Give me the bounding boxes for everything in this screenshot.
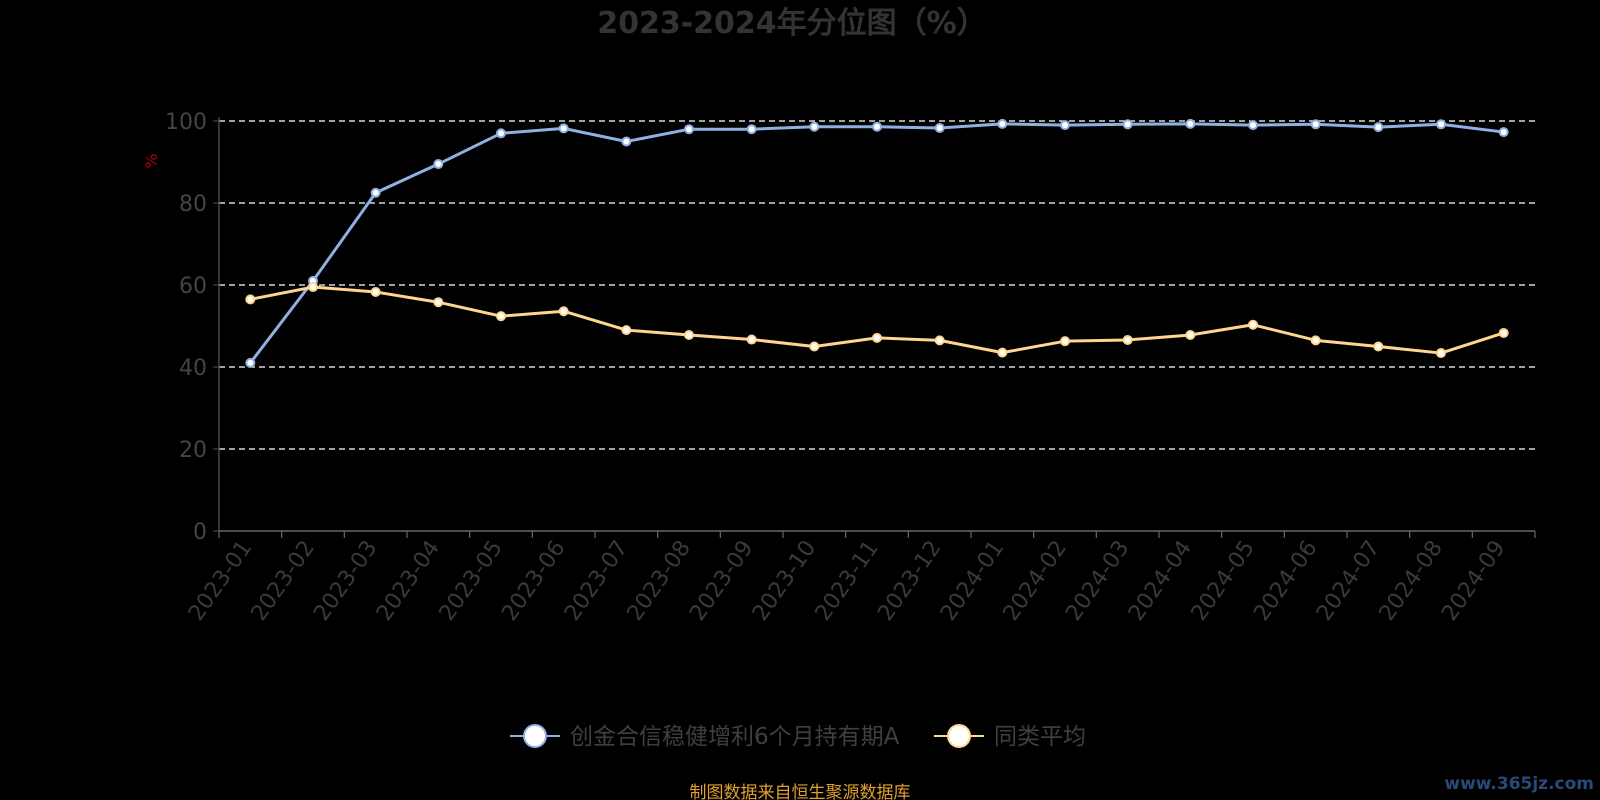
- y-tick-label: 80: [179, 192, 207, 217]
- data-point: [684, 124, 694, 135]
- data-point: [433, 297, 444, 308]
- y-tick-label: 40: [179, 356, 207, 381]
- data-point: [1122, 334, 1133, 345]
- x-tick-label: 2024-04: [1124, 536, 1197, 626]
- legend-item-1[interactable]: 同类平均: [934, 724, 1086, 750]
- data-point: [746, 124, 757, 135]
- y-tick-label: 100: [165, 110, 207, 135]
- x-tick-label: 2023-07: [560, 536, 633, 626]
- data-point: [997, 347, 1008, 358]
- data-point: [308, 282, 318, 293]
- data-point: [934, 335, 945, 346]
- data-point: [558, 123, 569, 134]
- y-tick-label: 0: [193, 520, 207, 545]
- y-axis-label: %: [142, 153, 161, 168]
- data-point: [809, 341, 820, 352]
- data-point: [621, 325, 632, 336]
- data-point: [1498, 327, 1509, 338]
- data-point: [1248, 120, 1258, 131]
- chart-title: 2023-2024年分位图（%）: [597, 6, 987, 41]
- legend-swatch-marker: [523, 724, 547, 748]
- data-point: [1436, 119, 1446, 130]
- data-point: [684, 330, 694, 341]
- data-point: [1436, 348, 1446, 359]
- y-tick-labels: 0 20 40 60 80 100: [165, 110, 207, 545]
- legend: 创金合信稳健增利6个月持有期A 同类平均: [510, 724, 1086, 750]
- data-point: [496, 311, 506, 322]
- data-point: [1373, 122, 1384, 133]
- data-point: [245, 294, 256, 305]
- data-point: [370, 286, 381, 297]
- x-tick-label: 2024-09: [1437, 536, 1510, 626]
- data-point: [245, 357, 256, 368]
- data-point: [1498, 127, 1509, 138]
- data-point: [1185, 118, 1196, 129]
- data-point: [558, 306, 569, 317]
- data-point: [1310, 335, 1321, 346]
- data-point: [433, 159, 444, 170]
- legend-swatch-marker: [947, 724, 971, 748]
- x-tick-label: 2023-04: [372, 536, 445, 626]
- data-point: [1122, 119, 1133, 130]
- legend-label: 创金合信稳健增利6个月持有期A: [570, 724, 900, 750]
- data-point: [1060, 336, 1070, 347]
- data-point: [746, 334, 757, 345]
- data-point: [1185, 330, 1196, 341]
- x-tick-labels: 2023-012023-022023-032023-042023-052023-…: [184, 536, 1511, 626]
- x-tick-label: 2024-01: [936, 536, 1009, 626]
- data-point: [1248, 319, 1258, 330]
- data-point: [1373, 341, 1384, 352]
- y-tick-label: 60: [179, 274, 207, 299]
- x-tick-label: 2024-07: [1312, 536, 1385, 626]
- data-point: [872, 332, 882, 343]
- y-tick-label: 20: [179, 438, 207, 463]
- legend-item-0[interactable]: 创金合信稳健增利6个月持有期A: [510, 724, 900, 750]
- data-point: [934, 122, 945, 133]
- series-lines: [245, 118, 1509, 368]
- data-point: [496, 128, 506, 139]
- x-tick-label: 2023-01: [184, 536, 257, 626]
- axes: [213, 117, 1536, 538]
- data-point: [872, 121, 882, 132]
- data-point: [1060, 120, 1070, 131]
- data-point: [997, 118, 1008, 129]
- legend-label: 同类平均: [994, 724, 1086, 750]
- data-point: [370, 187, 381, 198]
- data-point: [621, 136, 632, 147]
- data-point: [809, 121, 820, 132]
- data-point: [1310, 119, 1321, 130]
- grid-lines: [219, 120, 1535, 450]
- x-tick-label: 2023-10: [748, 536, 821, 626]
- source-note: 制图数据来自恒生聚源数据库: [689, 783, 911, 800]
- watermark: www.365jz.com: [1444, 774, 1594, 794]
